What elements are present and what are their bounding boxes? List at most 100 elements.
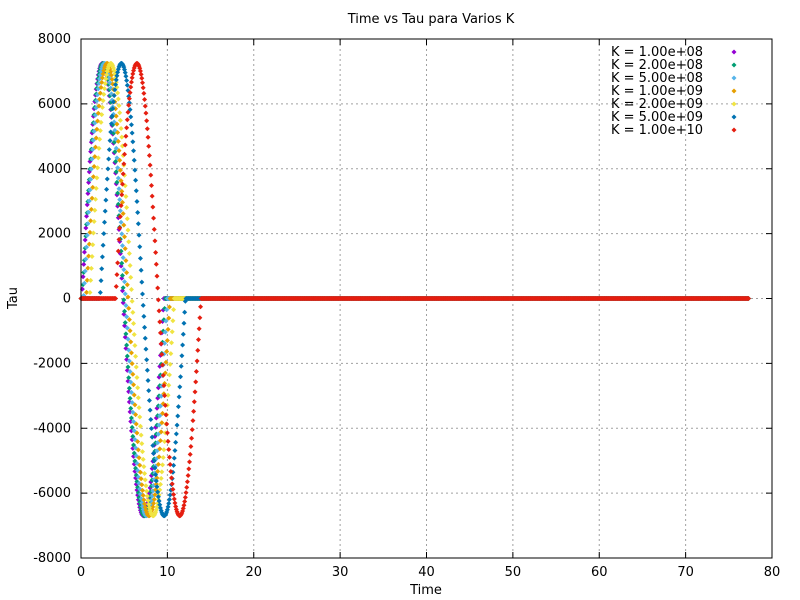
data-point (115, 90, 121, 96)
data-point (132, 167, 138, 173)
data-point (122, 70, 128, 76)
data-point (158, 475, 164, 481)
data-point (86, 198, 92, 204)
data-point (140, 449, 145, 455)
data-point (151, 500, 157, 506)
data-point (116, 186, 122, 192)
data-point (87, 289, 93, 295)
data-point (130, 371, 136, 377)
y-tick-label: 4000 (38, 162, 71, 177)
data-point (99, 104, 105, 110)
data-point (119, 260, 125, 266)
data-point (137, 462, 143, 468)
data-point (99, 266, 105, 272)
data-point (97, 136, 103, 142)
data-point (165, 392, 171, 398)
data-point (90, 146, 96, 152)
data-point (160, 462, 166, 468)
data-point (162, 340, 168, 346)
data-point (81, 280, 87, 286)
data-point (126, 251, 132, 257)
data-point (114, 179, 120, 185)
data-point (128, 379, 134, 385)
data-point (97, 290, 103, 296)
data-point (157, 446, 163, 452)
data-point (133, 353, 139, 359)
data-point (165, 326, 171, 332)
data-point (88, 206, 94, 212)
data-point (124, 353, 130, 359)
data-point (89, 156, 95, 162)
data-point (86, 253, 92, 259)
data-point (82, 237, 88, 243)
data-point (84, 232, 90, 238)
data-point (164, 337, 170, 343)
data-point (123, 331, 129, 337)
data-point (128, 274, 134, 280)
y-tick-label: 0 (63, 292, 71, 307)
data-point (85, 265, 91, 271)
data-point (126, 358, 132, 364)
data-point (134, 430, 140, 436)
data-point (126, 375, 132, 381)
data-point (131, 157, 137, 163)
data-point (157, 413, 163, 419)
data-point (106, 156, 112, 162)
data-point (116, 103, 122, 109)
data-point (124, 325, 130, 331)
data-point (88, 277, 94, 283)
data-point (157, 481, 163, 487)
data-point (120, 211, 126, 217)
y-tick-label: 8000 (38, 32, 71, 47)
data-point (113, 113, 119, 119)
data-point (88, 176, 94, 182)
data-point (128, 350, 134, 356)
data-point (119, 231, 125, 237)
data-point (133, 364, 139, 370)
data-point (90, 230, 96, 236)
data-point (146, 501, 152, 507)
data-point (151, 496, 157, 502)
data-point (157, 403, 163, 409)
data-point (99, 254, 105, 260)
data-point (106, 147, 112, 153)
data-point (108, 129, 114, 135)
data-point (128, 415, 134, 421)
data-point (98, 278, 104, 284)
data-point (125, 294, 131, 300)
data-point (128, 122, 134, 128)
data-point (130, 433, 136, 439)
data-point (130, 409, 136, 415)
data-point (91, 219, 97, 225)
data-point (84, 213, 90, 219)
data-point (118, 219, 124, 225)
data-point (101, 86, 107, 92)
chart-title: Time vs Tau para Varios K (347, 12, 515, 27)
data-point (137, 423, 143, 429)
data-point (99, 112, 105, 118)
data-point (118, 126, 124, 132)
data-point (160, 455, 166, 460)
data-point (122, 246, 128, 252)
data-point (131, 392, 137, 398)
data-point (117, 110, 123, 116)
data-point (115, 165, 121, 171)
data-point (104, 176, 110, 182)
data-point (119, 272, 125, 278)
data-point (84, 244, 90, 250)
data-point (136, 232, 142, 238)
data-point (108, 121, 114, 127)
data-point (133, 177, 139, 183)
data-point (134, 198, 140, 204)
data-point (136, 405, 142, 411)
data-point (158, 393, 164, 399)
data-point (140, 492, 146, 498)
data-point (127, 369, 133, 375)
data-point (107, 138, 113, 144)
data-point (131, 332, 137, 338)
data-point (156, 454, 162, 460)
data-point (123, 303, 129, 309)
y-tick-label: -4000 (33, 421, 71, 436)
data-point (113, 145, 119, 151)
data-point (111, 93, 117, 99)
